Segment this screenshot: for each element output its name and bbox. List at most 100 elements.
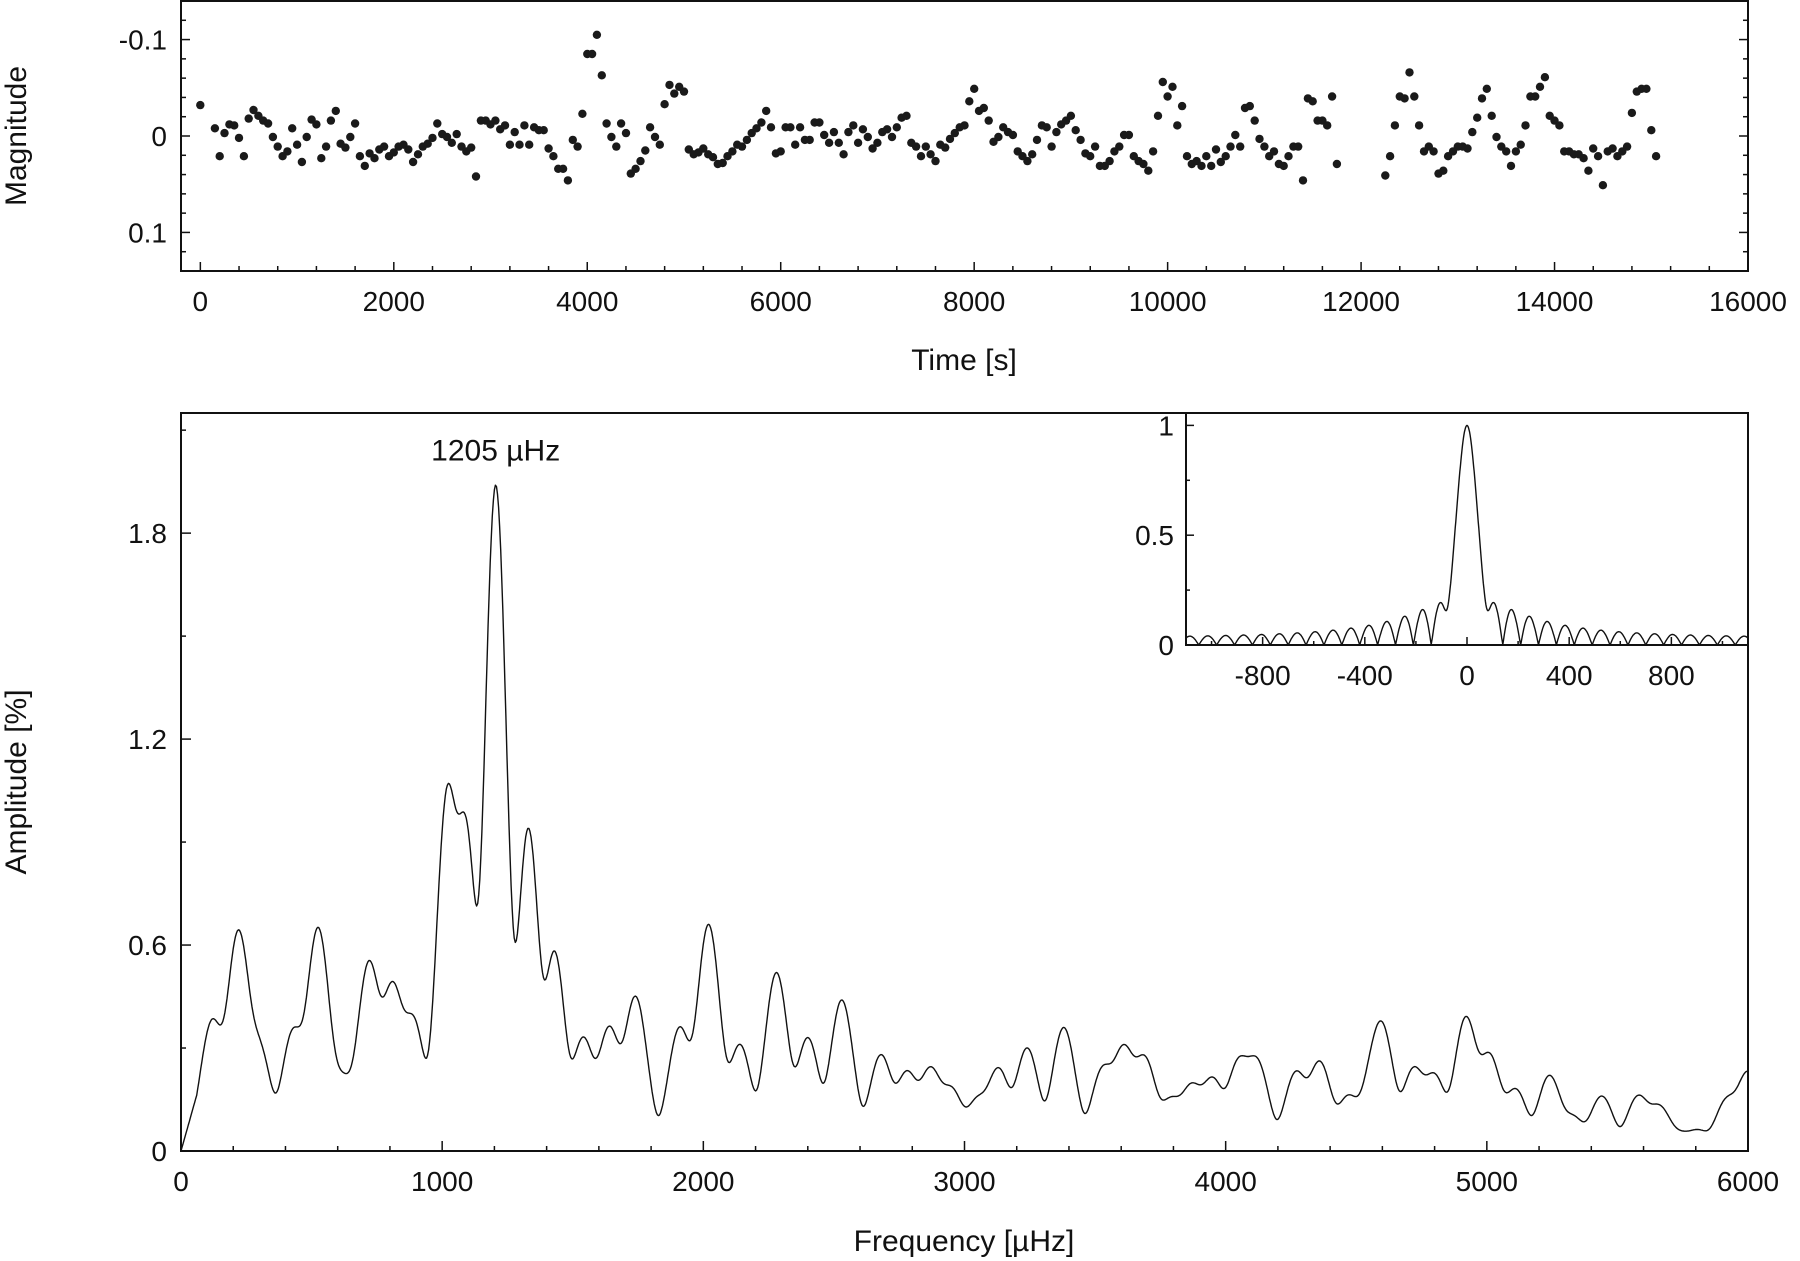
inset-xtick-label: 400 xyxy=(1546,660,1593,691)
light-curve-point xyxy=(331,106,340,116)
light-curve-xtick-label: 10000 xyxy=(1129,286,1207,317)
light-curve-point xyxy=(283,147,292,156)
light-curve-point xyxy=(636,156,645,166)
light-curve-point xyxy=(1216,157,1226,167)
light-curve-point xyxy=(413,150,423,159)
light-curve-point xyxy=(1221,152,1230,161)
light-curve-point xyxy=(1105,156,1114,166)
light-curve-point xyxy=(515,140,524,149)
light-curve-point xyxy=(273,142,282,151)
light-curve-point xyxy=(210,124,220,133)
light-curve-point xyxy=(1327,92,1337,101)
light-curve-point xyxy=(902,111,911,121)
light-curve-point xyxy=(655,140,664,149)
light-curve-point xyxy=(355,152,365,161)
light-curve-xtick-label: 16000 xyxy=(1709,286,1787,317)
light-curve-point xyxy=(1076,135,1085,145)
light-curve-point xyxy=(612,142,621,151)
light-curve-point xyxy=(578,109,587,119)
light-curve-point xyxy=(1163,92,1172,101)
spectrum-xtick-label: 6000 xyxy=(1717,1166,1779,1197)
light-curve-point xyxy=(1086,152,1095,161)
light-curve-point xyxy=(1332,159,1342,169)
spectrum-xtick-label: 3000 xyxy=(933,1166,995,1197)
light-curve-point xyxy=(447,138,456,147)
light-curve-point xyxy=(979,103,988,113)
light-curve-point xyxy=(423,139,432,148)
light-curve-point xyxy=(670,89,679,98)
light-curve-point xyxy=(1298,176,1308,185)
spectral-window-inset: -800 -400 0 400 800 0 0.5 1 xyxy=(1135,410,1749,691)
spectrum-ytick-label: 0 xyxy=(151,1136,167,1167)
spectrum-ytick-label: 1.2 xyxy=(128,724,167,755)
light-curve-point xyxy=(970,84,979,94)
light-curve-xlabel: Time [s] xyxy=(911,344,1017,377)
light-curve-point xyxy=(868,144,877,153)
light-curve-point xyxy=(1598,181,1608,190)
light-curve-point xyxy=(520,121,529,130)
light-curve-point xyxy=(1511,147,1521,156)
light-curve-point xyxy=(762,106,771,116)
light-curve-point xyxy=(1032,135,1042,145)
light-curve-point xyxy=(1071,126,1080,135)
light-curve-point xyxy=(1482,84,1492,94)
light-curve-point xyxy=(718,158,727,168)
light-curve-point xyxy=(234,133,244,143)
light-curve-point xyxy=(616,119,626,128)
light-curve-point xyxy=(408,157,418,167)
light-curve-point xyxy=(433,119,442,128)
light-curve-point xyxy=(549,152,558,161)
light-curve-point xyxy=(249,105,258,115)
light-curve-point xyxy=(824,138,834,147)
light-curve-point xyxy=(1584,166,1593,175)
light-curve-point xyxy=(1008,130,1018,140)
light-curve-point xyxy=(1028,150,1037,159)
light-curve-point xyxy=(1506,161,1516,171)
light-curve-point xyxy=(1627,108,1637,118)
light-curve-point xyxy=(1236,142,1245,151)
spectrum-curve xyxy=(180,484,1749,1152)
light-curve-point xyxy=(742,135,752,145)
inset-ticks: -800 -400 0 400 800 0 0.5 1 xyxy=(1135,410,1724,691)
light-curve-point xyxy=(1231,130,1240,140)
light-curve-point xyxy=(1148,147,1158,156)
light-curve-point xyxy=(360,161,369,171)
light-curve-point xyxy=(1269,147,1279,156)
light-curve-point xyxy=(1047,142,1056,151)
light-curve-point xyxy=(853,138,863,147)
light-curve-point xyxy=(1308,97,1317,106)
light-curve-points xyxy=(196,30,1661,190)
light-curve-point xyxy=(268,132,278,142)
light-curve-point xyxy=(641,146,650,155)
light-curve-point xyxy=(945,134,955,144)
light-curve-point xyxy=(887,132,897,142)
light-curve-point xyxy=(1516,140,1525,149)
light-curve-point xyxy=(1502,147,1511,156)
light-curve-point xyxy=(1124,130,1134,140)
light-curve-point xyxy=(1473,113,1482,122)
light-curve-xtick-label: 2000 xyxy=(363,286,425,317)
light-curve-point xyxy=(1405,68,1414,77)
light-curve-point xyxy=(1414,121,1424,130)
light-curve-point xyxy=(1211,145,1221,154)
light-curve-point xyxy=(1531,92,1540,101)
light-curve-point xyxy=(379,142,389,151)
light-curve-point xyxy=(892,123,901,132)
light-curve-point xyxy=(544,144,553,153)
light-curve-point xyxy=(404,145,413,154)
light-curve-point xyxy=(321,142,331,151)
light-curve-point xyxy=(1168,82,1177,92)
light-curve-point xyxy=(1439,166,1448,175)
light-curve-point xyxy=(317,154,326,163)
light-curve-point xyxy=(1622,142,1632,151)
light-curve-point xyxy=(292,140,302,149)
light-curve-point xyxy=(1182,152,1192,161)
light-curve-point xyxy=(820,130,829,140)
inset-ytick-label: 1 xyxy=(1158,410,1174,441)
light-curve-point xyxy=(587,49,597,59)
light-curve-point xyxy=(882,125,892,134)
light-curve-point xyxy=(491,116,500,125)
light-curve-panel: 0 2000 4000 6000 8000 10000 12000 14000 16000 -0.… xyxy=(0,0,1787,377)
light-curve-point xyxy=(467,143,476,152)
